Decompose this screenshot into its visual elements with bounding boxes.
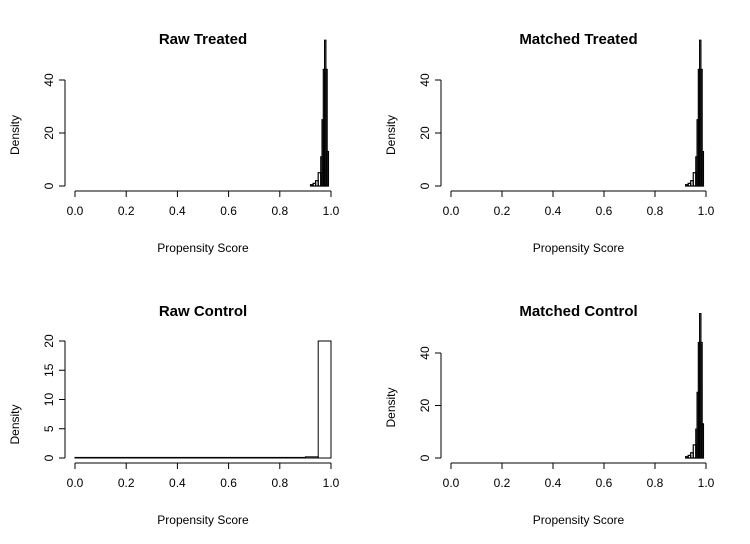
histogram-bar: [701, 423, 705, 459]
histogram-panel: Raw Control 0.0 0.2 0.4 0.6 0.8 1.0 0 5 10 15 20 Pro…: [8, 303, 339, 527]
histogram-bar: [701, 150, 705, 187]
x-tick-label: 0.6: [220, 204, 237, 218]
y-axis-label: Density: [8, 404, 22, 444]
y-axis-label: Density: [384, 115, 398, 155]
panel-title: Raw Treated: [159, 31, 247, 48]
x-axis-label: Propensity Score: [157, 513, 249, 527]
x-tick-label: 0.0: [443, 476, 460, 490]
x-tick-label: 0.4: [169, 204, 186, 218]
histogram-bar: [326, 150, 330, 187]
x-tick-label: 0.8: [271, 204, 288, 218]
x-tick-label: 0.0: [67, 476, 84, 490]
y-tick-label: 0: [42, 454, 56, 461]
y-tick-label: 40: [418, 73, 432, 87]
panel-title: Matched Control: [519, 303, 637, 320]
x-axis-label: Propensity Score: [157, 241, 249, 255]
y-tick-label: 5: [42, 425, 56, 432]
histogram-bar: [317, 340, 332, 459]
x-tick-label: 0.0: [443, 204, 460, 218]
histogram-panel: Raw Treated 0.0 0.2 0.4 0.6 0.8 1.0 0 20 40 Propen…: [8, 31, 339, 255]
x-axis-label: Propensity Score: [533, 513, 625, 527]
histogram-bar: [700, 68, 703, 187]
x-tick-label: 1.0: [323, 204, 340, 218]
y-tick-label: 10: [42, 393, 56, 407]
y-tick-label: 0: [418, 182, 432, 189]
x-tick-label: 0.4: [169, 476, 186, 490]
x-tick-label: 0.8: [647, 476, 664, 490]
y-axis-label: Density: [384, 387, 398, 427]
histogram-bar: [74, 456, 306, 459]
histogram-bar: [304, 456, 319, 459]
y-tick-label: 40: [42, 73, 56, 87]
x-tick-label: 0.8: [647, 204, 664, 218]
x-tick-label: 0.2: [494, 204, 511, 218]
histogram-panel: Matched Control 0.0 0.2 0.4 0.6 0.8 1.0 0 20 40 Pr…: [384, 303, 714, 527]
x-tick-label: 0.6: [596, 476, 613, 490]
x-tick-label: 0.2: [494, 476, 511, 490]
x-tick-label: 0.6: [596, 204, 613, 218]
y-tick-label: 40: [418, 346, 432, 360]
x-tick-label: 1.0: [698, 476, 715, 490]
histogram-panel: Matched Treated 0.0 0.2 0.4 0.6 0.8 1.0 0 20 40 Pr…: [384, 31, 714, 255]
x-tick-label: 0.2: [118, 476, 135, 490]
y-tick-label: 15: [42, 363, 56, 377]
histogram-bar: [700, 341, 703, 459]
y-tick-label: 20: [42, 334, 56, 348]
x-tick-label: 0.0: [67, 204, 84, 218]
histogram-bar: [325, 68, 328, 187]
panel-title: Matched Treated: [519, 31, 637, 48]
x-tick-label: 0.8: [271, 476, 288, 490]
x-tick-label: 0.6: [220, 476, 237, 490]
y-tick-label: 0: [418, 454, 432, 461]
y-tick-label: 20: [418, 399, 432, 413]
y-axis-label: Density: [8, 115, 22, 155]
y-tick-label: 20: [42, 126, 56, 140]
x-tick-label: 0.4: [545, 204, 562, 218]
x-tick-label: 0.2: [118, 204, 135, 218]
x-axis-label: Propensity Score: [533, 241, 625, 255]
x-tick-label: 0.4: [545, 476, 562, 490]
x-tick-label: 1.0: [698, 204, 715, 218]
y-tick-label: 0: [42, 182, 56, 189]
x-tick-label: 1.0: [323, 476, 340, 490]
panel-title: Raw Control: [159, 303, 247, 320]
y-tick-label: 20: [418, 126, 432, 140]
